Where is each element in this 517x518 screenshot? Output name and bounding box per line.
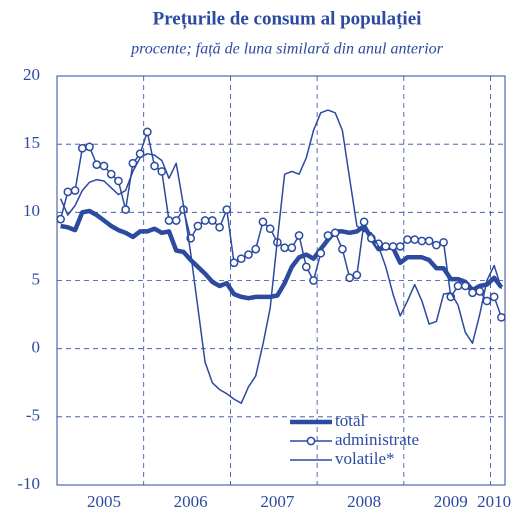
marker <box>70 186 80 195</box>
y-tick-label: 10 <box>23 201 40 220</box>
marker <box>171 216 181 225</box>
marker <box>460 281 470 291</box>
marker <box>424 236 434 246</box>
marker <box>381 242 391 251</box>
chart-title: Prețurile de consum al populației <box>153 8 422 29</box>
marker <box>142 127 152 137</box>
marker <box>258 217 268 227</box>
marker <box>193 221 203 231</box>
marker <box>410 235 420 244</box>
marker <box>287 243 297 253</box>
marker <box>497 312 506 322</box>
legend-label: total <box>335 411 365 430</box>
series-line <box>60 208 504 301</box>
marker <box>468 288 477 298</box>
marker <box>323 231 333 240</box>
marker <box>417 236 427 246</box>
marker <box>482 296 492 306</box>
marker <box>85 142 94 152</box>
marker <box>453 281 463 291</box>
x-tick-label: 2005 <box>87 492 121 511</box>
y-tick-label: -10 <box>17 474 40 493</box>
marker <box>265 224 275 234</box>
marker <box>345 273 354 283</box>
y-tick-label: -5 <box>26 406 40 425</box>
marker <box>157 167 167 176</box>
plot-frame <box>56 75 506 486</box>
marker <box>114 176 123 186</box>
marker <box>164 216 174 225</box>
marker <box>222 205 232 214</box>
chart-subtitle: procente; față de luna similară din anul… <box>130 41 444 58</box>
marker <box>56 214 65 224</box>
marker <box>439 237 448 247</box>
marker <box>338 244 347 254</box>
x-tick-label: 2010 <box>477 492 511 511</box>
marker <box>432 240 441 250</box>
marker <box>92 160 102 169</box>
marker <box>330 228 340 238</box>
marker <box>403 235 412 244</box>
marker <box>388 242 398 251</box>
legend-marker <box>306 436 316 446</box>
marker <box>301 262 311 272</box>
marker <box>244 250 253 259</box>
y-tick-label: 20 <box>23 65 40 84</box>
marker <box>200 216 210 225</box>
y-tick-label: 15 <box>23 133 40 152</box>
marker <box>352 270 362 280</box>
marker <box>106 169 116 179</box>
x-tick-label: 2006 <box>174 492 208 511</box>
marker <box>251 244 261 254</box>
series-line <box>59 109 503 404</box>
marker <box>294 231 304 240</box>
marker <box>229 258 239 268</box>
x-tick-label: 2007 <box>260 492 295 511</box>
marker <box>280 243 289 253</box>
marker <box>215 222 224 232</box>
marker <box>63 187 73 197</box>
x-tick-label: 2009 <box>434 492 468 511</box>
y-tick-label: 5 <box>32 269 41 288</box>
y-tick-label: 0 <box>32 338 41 357</box>
marker <box>150 161 159 171</box>
marker <box>77 143 87 153</box>
legend-label: volatile* <box>335 449 394 468</box>
marker <box>309 276 318 285</box>
marker <box>99 161 109 171</box>
x-tick-label: 2008 <box>347 492 381 511</box>
marker <box>475 287 485 296</box>
marker <box>121 205 130 214</box>
legend-label: administrate <box>335 430 419 449</box>
marker <box>236 254 246 264</box>
marker <box>316 248 326 258</box>
marker <box>395 242 405 251</box>
marker <box>359 217 369 227</box>
marker <box>489 292 499 302</box>
marker <box>208 216 217 225</box>
